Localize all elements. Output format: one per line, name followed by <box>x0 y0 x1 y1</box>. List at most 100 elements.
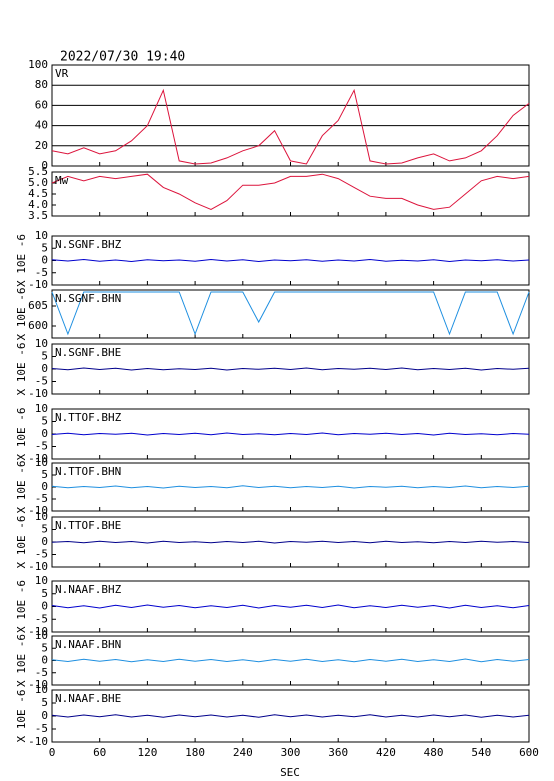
y-tick-label: -5 <box>35 440 48 453</box>
series-line <box>51 485 530 489</box>
y-tick-label: 3.5 <box>28 209 48 222</box>
y-tick-label: 600 <box>28 319 48 332</box>
panel-label: N.SGNF.BHE <box>55 346 121 359</box>
y-tick-label: 20 <box>35 139 48 152</box>
y-tick-label: 10 <box>35 510 48 523</box>
series-line <box>51 714 530 718</box>
x-tick-label: 120 <box>137 746 157 759</box>
panel-label: N.TTOF.BHZ <box>55 411 122 424</box>
panel-label: N.TTOF.BHE <box>55 519 121 532</box>
panel-label: N.NAAF.BHN <box>55 638 121 651</box>
y-axis-label: X 10E -6 <box>15 580 28 633</box>
y-tick-label: 0 <box>41 600 48 613</box>
y-tick-label: 0 <box>41 535 48 548</box>
y-tick-label: 5 <box>41 523 48 536</box>
y-axis-label: X 10E -6 <box>15 288 28 341</box>
y-tick-label: 0 <box>41 654 48 667</box>
y-tick-label: 0 <box>41 427 48 440</box>
y-tick-label: 0 <box>41 480 48 493</box>
y-tick-label: 5 <box>41 415 48 428</box>
y-tick-label: 10 <box>35 402 48 415</box>
panel-label: N.SGNF.BHN <box>55 292 121 305</box>
y-tick-label: -5 <box>35 548 48 561</box>
x-axis-label: SEC <box>280 766 300 779</box>
y-tick-label: 5 <box>41 468 48 481</box>
panel-frame <box>51 171 530 217</box>
y-tick-label: -5 <box>35 722 48 735</box>
y-axis-label: X 10E -6 <box>15 234 28 287</box>
y-tick-label: -5 <box>35 612 48 625</box>
y-tick-label: -10 <box>28 735 48 748</box>
y-tick-label: 100 <box>28 58 48 71</box>
panel-frame <box>51 64 530 167</box>
y-axis-label: X 10E -6 <box>15 461 28 514</box>
y-tick-label: 605 <box>28 299 48 312</box>
y-tick-label: 5 <box>41 587 48 600</box>
y-tick-label: 80 <box>35 78 48 91</box>
y-tick-label: -5 <box>35 266 48 279</box>
y-tick-label: 5.5 <box>28 165 48 178</box>
y-tick-label: 10 <box>35 574 48 587</box>
series-line <box>51 367 530 371</box>
y-tick-label: 5 <box>41 241 48 254</box>
series-line <box>51 432 530 436</box>
y-tick-label: -10 <box>28 625 48 638</box>
y-tick-label: 10 <box>35 229 48 242</box>
panel-label: N.NAAF.BHE <box>55 692 121 705</box>
y-tick-label: -5 <box>35 375 48 388</box>
y-tick-label: -10 <box>28 560 48 573</box>
y-tick-label: -10 <box>28 387 48 400</box>
panel-label: N.TTOF.BHN <box>55 465 121 478</box>
panel-label: N.SGNF.BHZ <box>55 238 122 251</box>
y-axis-label: X 10E -6 <box>15 408 28 461</box>
y-tick-label: 0 <box>41 709 48 722</box>
y-tick-label: -5 <box>35 492 48 505</box>
y-tick-label: 40 <box>35 119 48 132</box>
y-tick-label: 10 <box>35 337 48 350</box>
y-tick-label: 60 <box>35 98 48 111</box>
y-tick-label: 10 <box>35 456 48 469</box>
y-tick-label: 0 <box>41 362 48 375</box>
y-tick-label: 10 <box>35 683 48 696</box>
y-tick-label: 5 <box>41 696 48 709</box>
series-line <box>51 604 530 609</box>
x-tick-label: 0 <box>49 746 56 759</box>
series-line <box>51 540 530 544</box>
y-tick-label: 5 <box>41 641 48 654</box>
y-tick-label: -10 <box>28 452 48 465</box>
series-line <box>51 658 530 663</box>
x-tick-label: 480 <box>424 746 444 759</box>
y-tick-label: -10 <box>28 278 48 291</box>
x-tick-label: 60 <box>93 746 106 759</box>
y-tick-label: -10 <box>28 504 48 517</box>
x-tick-label: 300 <box>281 746 301 759</box>
y-tick-label: 0 <box>41 254 48 267</box>
y-tick-label: -10 <box>28 678 48 691</box>
series-line <box>51 291 530 336</box>
panel-label: N.NAAF.BHZ <box>55 583 122 596</box>
y-tick-label: 5.0 <box>28 176 48 189</box>
series-line <box>51 88 530 165</box>
series-line <box>51 258 530 263</box>
x-tick-label: 540 <box>471 746 491 759</box>
y-axis-label: X 10E -6 <box>15 690 28 743</box>
y-tick-label: 0 <box>41 159 48 172</box>
series-line <box>51 173 530 210</box>
y-tick-label: 4.0 <box>28 198 48 211</box>
y-tick-label: 10 <box>35 629 48 642</box>
y-tick-label: 5 <box>41 350 48 363</box>
panel-label: Mw <box>55 174 69 187</box>
y-axis-label: X 10E -6 <box>15 343 28 396</box>
y-axis-label: X 10E -6 <box>15 634 28 687</box>
x-tick-label: 600 <box>519 746 539 759</box>
x-tick-label: 180 <box>185 746 205 759</box>
y-tick-label: -5 <box>35 666 48 679</box>
y-tick-label: 4.5 <box>28 187 48 200</box>
panel-label: VR <box>55 67 69 80</box>
x-tick-label: 420 <box>376 746 396 759</box>
x-tick-label: 240 <box>233 746 253 759</box>
y-axis-label: X 10E -6 <box>15 516 28 569</box>
chart-title: 2022/07/30 19:40 <box>60 50 185 65</box>
